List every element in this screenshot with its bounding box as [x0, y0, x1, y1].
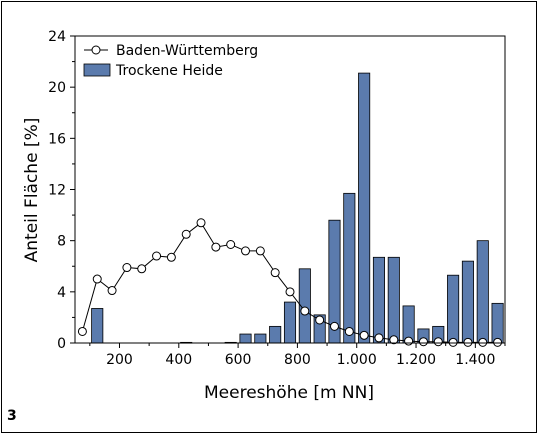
- bar: [269, 325, 282, 344]
- x-tick-label: 400: [165, 352, 192, 368]
- data-point: [181, 229, 191, 239]
- bar: [491, 302, 504, 344]
- x-tick-label: 1.400: [455, 352, 495, 368]
- data-point: [122, 263, 132, 273]
- bar: [343, 192, 356, 344]
- y-tick-label: 24: [48, 29, 66, 45]
- data-point: [107, 286, 117, 296]
- bars-layer: [91, 72, 504, 344]
- y-tick-label: 12: [48, 183, 66, 199]
- axes: 0 4 8 12 16 20 24 200 400 600 800 1.000 1.200 1.400: [48, 29, 506, 368]
- data-point: [300, 306, 310, 316]
- legend-bar-swatch: [83, 63, 111, 77]
- bar: [91, 308, 104, 344]
- data-point: [493, 337, 503, 347]
- bar: [387, 256, 400, 344]
- data-point: [478, 337, 488, 347]
- data-point: [226, 240, 236, 250]
- x-tick-label: 800: [284, 352, 311, 368]
- x-tick-label: 1.200: [396, 352, 436, 368]
- data-point: [329, 321, 339, 331]
- y-tick-label: 16: [48, 131, 66, 147]
- data-point: [404, 336, 414, 346]
- x-tick-label: 200: [106, 352, 133, 368]
- bar: [461, 260, 474, 344]
- bar: [372, 256, 385, 344]
- x-tick-label: 600: [225, 352, 252, 368]
- data-point: [211, 242, 221, 252]
- data-point: [285, 287, 295, 297]
- figure-number: 3: [7, 408, 17, 424]
- data-point: [463, 337, 473, 347]
- data-point: [359, 330, 369, 340]
- y-tick-label: 8: [57, 234, 66, 250]
- legend: Baden-Württemberg Trockene Heide: [83, 43, 258, 79]
- y-tick-label: 4: [57, 285, 66, 301]
- bar: [254, 333, 267, 344]
- data-point: [418, 337, 428, 347]
- data-point: [241, 246, 251, 256]
- data-point: [433, 337, 443, 347]
- x-tick-label: 1.000: [337, 352, 377, 368]
- bar: [476, 240, 489, 344]
- data-point: [152, 251, 162, 261]
- data-point: [344, 326, 354, 336]
- y-tick-label: 20: [48, 80, 66, 96]
- data-point: [315, 315, 325, 325]
- data-point: [374, 333, 384, 343]
- y-axis-title: Anteil Fläche [%]: [22, 118, 42, 263]
- legend-label-baden: Baden-Württemberg: [116, 43, 258, 59]
- data-point: [389, 335, 399, 345]
- data-point: [448, 337, 458, 347]
- plot-frame: [74, 35, 506, 344]
- data-point: [255, 246, 265, 256]
- bar: [447, 274, 460, 344]
- data-point: [270, 268, 280, 278]
- data-point: [137, 264, 147, 274]
- data-point: [77, 326, 87, 336]
- x-axis-title: Meereshöhe [m NN]: [204, 383, 374, 403]
- bar: [358, 72, 371, 344]
- data-point: [196, 218, 206, 228]
- bar: [239, 333, 252, 344]
- legend-marker-swatch: [91, 45, 101, 55]
- bar: [283, 301, 297, 344]
- data-point: [166, 252, 176, 262]
- data-point: [92, 274, 102, 284]
- legend-label-heide: Trockene Heide: [115, 63, 223, 79]
- y-tick-label: 0: [57, 336, 66, 352]
